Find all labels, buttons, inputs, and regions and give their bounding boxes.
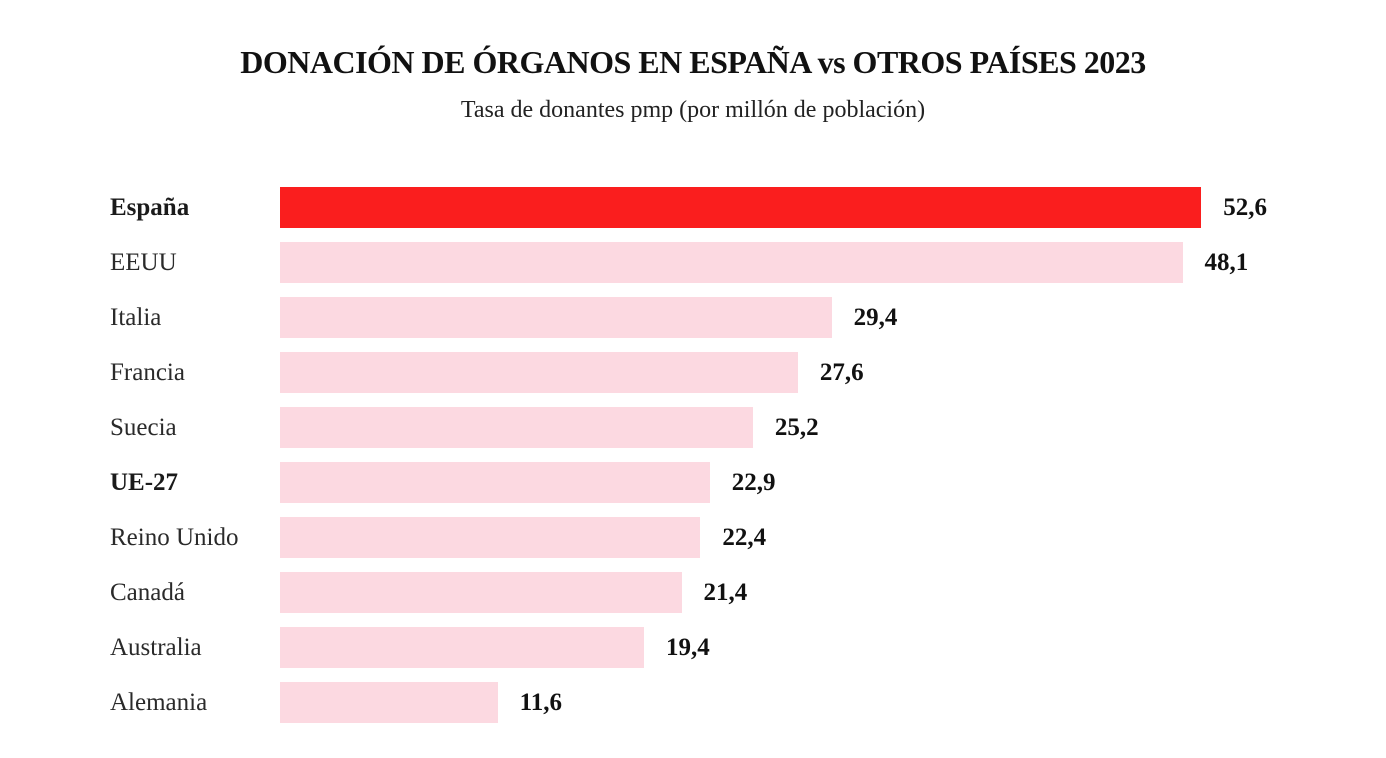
chart-title: DONACIÓN DE ÓRGANOS EN ESPAÑA vs OTROS P… — [240, 44, 1146, 80]
bar-chart: España 52,6 EEUU 48,1 Italia 29,4 Franci… — [110, 187, 1386, 737]
value-label: 48,1 — [1204, 248, 1249, 276]
bar-track: 22,9 — [280, 462, 1267, 503]
value-label: 22,4 — [722, 523, 767, 551]
category-label: Italia — [110, 303, 162, 331]
category-label: EEUU — [110, 248, 177, 276]
chart-row: Canadá 21,4 — [110, 572, 1386, 613]
category-label: Francia — [110, 358, 185, 386]
value-label: 27,6 — [819, 358, 864, 386]
bar — [280, 462, 710, 503]
value-label: 11,6 — [519, 688, 563, 716]
bar-track: 11,6 — [280, 682, 1267, 723]
value-label: 19,4 — [666, 633, 710, 661]
chart-row: Suecia 25,2 — [110, 407, 1386, 448]
bar — [280, 517, 701, 558]
category-label: UE-27 — [110, 468, 179, 496]
chart-row: Australia 19,4 — [110, 627, 1386, 668]
category-label: Canadá — [110, 578, 185, 606]
bar — [280, 242, 1183, 283]
bar — [280, 297, 832, 338]
bar-track: 21,4 — [280, 572, 1267, 613]
bar-track: 22,4 — [280, 517, 1267, 558]
chart-row: Alemania 11,6 — [110, 682, 1386, 723]
value-label: 21,4 — [703, 578, 748, 606]
chart-row: España 52,6 — [110, 187, 1386, 228]
bar — [280, 572, 682, 613]
value-label: 22,9 — [731, 468, 776, 496]
chart-subtitle: Tasa de donantes pmp (por millón de pobl… — [460, 97, 926, 123]
value-label: 29,4 — [853, 303, 898, 331]
category-label: Reino Unido — [110, 523, 239, 551]
bar-track: 27,6 — [280, 352, 1267, 393]
bar — [280, 187, 1202, 228]
category-label: Alemania — [110, 688, 208, 716]
bar-track: 52,6 — [280, 187, 1267, 228]
bar — [280, 627, 645, 668]
bar — [280, 352, 798, 393]
chart-row: Reino Unido 22,4 — [110, 517, 1386, 558]
category-label: Australia — [110, 633, 202, 661]
bar-track: 19,4 — [280, 627, 1267, 668]
bar-track: 25,2 — [280, 407, 1267, 448]
category-label: España — [110, 193, 190, 221]
bar-track: 29,4 — [280, 297, 1267, 338]
category-label: Suecia — [110, 413, 177, 441]
value-label: 52,6 — [1223, 193, 1267, 221]
chart-row: EEUU 48,1 — [110, 242, 1386, 283]
chart-row: Italia 29,4 — [110, 297, 1386, 338]
bar — [280, 682, 498, 723]
bar — [280, 407, 753, 448]
bar-track: 48,1 — [280, 242, 1267, 283]
chart-row: UE-27 22,9 — [110, 462, 1386, 503]
value-label: 25,2 — [774, 413, 819, 441]
chart-row: Francia 27,6 — [110, 352, 1386, 393]
